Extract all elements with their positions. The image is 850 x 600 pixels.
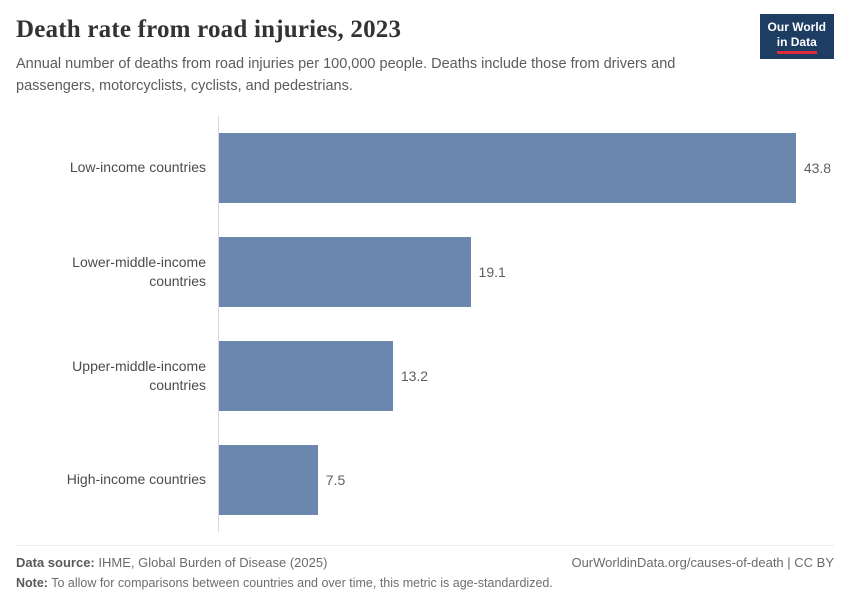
bar-chart: Low-income countries 43.8 Lower-middle-inc… bbox=[16, 115, 834, 540]
owid-logo[interactable]: Our World in Data bbox=[759, 14, 834, 59]
plot-area: 13.2 bbox=[218, 323, 834, 428]
plot-area: 19.1 bbox=[218, 219, 834, 324]
bar[interactable] bbox=[219, 340, 393, 411]
chart-row: Lower-middle-income countries 19.1 bbox=[16, 219, 834, 324]
bar[interactable] bbox=[219, 236, 471, 307]
plot-area: 7.5 bbox=[218, 427, 834, 532]
value-label: 13.2 bbox=[400, 367, 429, 384]
value-label: 7.5 bbox=[325, 471, 346, 488]
owid-footer-link[interactable]: OurWorldinData.org/causes-of-death | CC … bbox=[571, 555, 834, 570]
data-source-text: IHME, Global Burden of Disease (2025) bbox=[94, 555, 328, 570]
category-label: Lower-middle-income countries bbox=[72, 254, 206, 289]
chart-title: Death rate from road injuries, 2023 bbox=[16, 16, 402, 43]
chart-row: Low-income countries 43.8 bbox=[16, 115, 834, 220]
chart-subtitle: Annual number of deaths from road injuri… bbox=[16, 56, 676, 94]
chart-row: Upper-middle-income countries 13.2 bbox=[16, 323, 834, 428]
chart-note-label: Note: bbox=[16, 576, 48, 590]
value-label: 19.1 bbox=[478, 263, 506, 280]
category-label: Low-income countries bbox=[69, 159, 206, 176]
plot-area: 43.8 bbox=[218, 115, 834, 220]
category-label: Upper-middle-income countries bbox=[72, 358, 206, 393]
bar[interactable] bbox=[219, 132, 796, 203]
chart-note: Note: To allow for comparisons between c… bbox=[16, 576, 834, 590]
category-label: High-income countries bbox=[66, 471, 206, 488]
owid-logo-line1: Our World bbox=[767, 20, 826, 34]
chart-header: Death rate from road injuries, 2023 Annu… bbox=[16, 14, 834, 104]
chart-footer: Data source: IHME, Global Burden of Dise… bbox=[16, 545, 834, 590]
bar[interactable] bbox=[219, 444, 318, 515]
chart-note-text: To allow for comparisons between countri… bbox=[47, 576, 553, 590]
chart-row: High-income countries 7.5 bbox=[16, 427, 834, 532]
value-label: 43.8 bbox=[803, 159, 832, 176]
data-source-label: Data source: bbox=[16, 555, 95, 570]
data-source: Data source: IHME, Global Burden of Dise… bbox=[16, 555, 327, 570]
owid-logo-line2: in Data bbox=[776, 35, 817, 54]
